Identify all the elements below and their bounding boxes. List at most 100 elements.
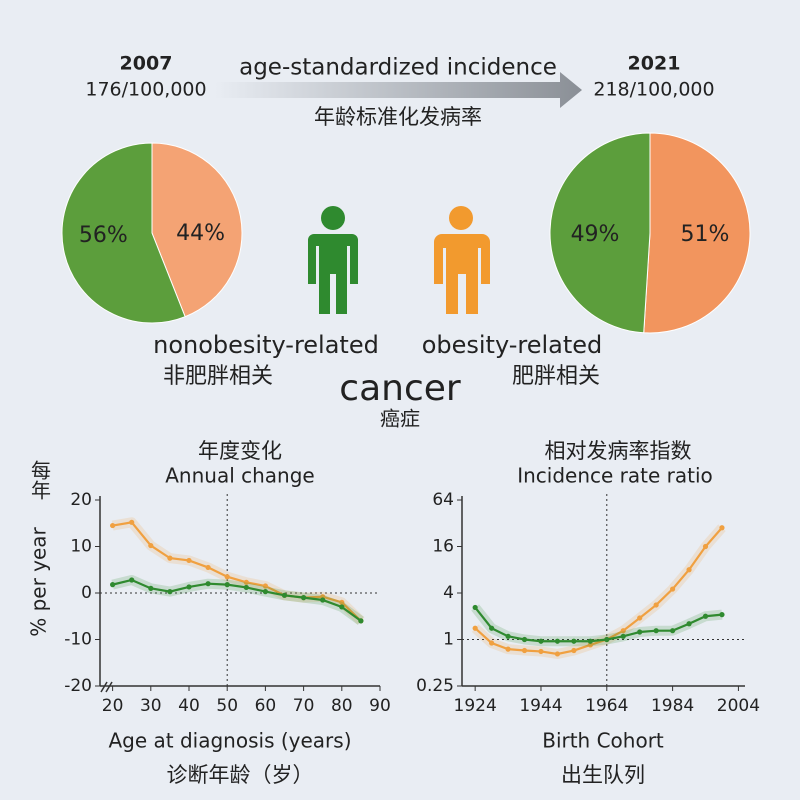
y-label-zh: 每年 — [28, 460, 52, 500]
data-point — [205, 581, 211, 587]
series-glow — [111, 517, 365, 625]
data-point — [489, 625, 495, 631]
y-tick-label: 10 — [70, 537, 92, 557]
data-point — [505, 646, 511, 652]
x-tick-label: 2004 — [717, 696, 760, 716]
y-tick-label: 1 — [443, 630, 454, 650]
x-tick-label: 1924 — [454, 696, 497, 716]
data-point — [243, 584, 249, 591]
data-point — [505, 633, 511, 639]
data-point — [224, 574, 230, 580]
data-point — [719, 612, 725, 618]
y-tick-label: 4 — [443, 583, 454, 603]
y-tick-label: 16 — [432, 537, 454, 557]
data-point — [653, 628, 659, 634]
metric-zh: 年龄标准化发病率 — [314, 105, 482, 129]
center-label-zh: 癌症 — [380, 407, 420, 431]
arrow — [215, 72, 582, 108]
x-tick-label: 40 — [178, 696, 200, 716]
series-line — [474, 606, 723, 643]
data-point — [339, 604, 345, 610]
data-point — [281, 592, 288, 598]
data-point — [653, 602, 659, 608]
data-point — [538, 638, 544, 644]
x-tick-label: 1984 — [651, 696, 694, 716]
data-point — [110, 582, 116, 588]
series-line — [474, 527, 723, 656]
data-point — [129, 519, 135, 525]
data-point — [186, 557, 192, 564]
data-point — [521, 647, 528, 654]
data-point — [670, 628, 676, 634]
year-end: 2021 — [628, 53, 681, 75]
y-tick-label: 64 — [432, 490, 454, 510]
legend-label: obesity-related — [422, 331, 603, 359]
metric: age-standardized incidence — [239, 55, 557, 81]
data-point — [686, 567, 692, 573]
data-point — [320, 597, 326, 603]
data-point — [262, 583, 269, 589]
data-point — [110, 522, 116, 529]
x-label-zh: 诊断年龄（岁） — [167, 763, 314, 787]
data-point — [702, 613, 709, 619]
data-point — [587, 642, 593, 648]
data-point — [358, 618, 364, 624]
data-point — [637, 615, 643, 621]
data-point — [521, 636, 528, 643]
y-tick-label: 0.25 — [416, 676, 454, 696]
data-point — [489, 640, 495, 646]
x-tick-label: 50 — [216, 696, 238, 716]
x-label: Age at diagnosis (years) — [108, 729, 351, 753]
x-tick-label: 1964 — [585, 696, 628, 716]
x-tick-label: 60 — [255, 696, 277, 716]
axis-break — [100, 681, 113, 693]
legend-label-zh: 非肥胖相关 — [163, 364, 273, 389]
data-point — [604, 636, 610, 643]
data-point — [472, 604, 478, 611]
chart-title: 相对发病率指数 — [545, 439, 692, 463]
x-tick-label: 70 — [293, 696, 315, 716]
value-label: 44% — [176, 221, 225, 246]
rate-start: 176/100,000 — [85, 79, 206, 101]
data-point — [301, 595, 307, 601]
data-point — [637, 629, 643, 635]
y-tick-label: -10 — [64, 630, 92, 650]
x-tick-label: 30 — [140, 696, 162, 716]
y-tick-label: -20 — [64, 676, 92, 696]
data-point — [571, 638, 577, 644]
pie-slice — [61, 142, 186, 324]
data-point — [224, 582, 230, 588]
data-point — [339, 599, 345, 605]
data-point — [262, 589, 269, 595]
series-line — [112, 578, 362, 622]
data-point — [167, 589, 173, 595]
data-point — [554, 638, 561, 644]
x-label-zh: 出生队列 — [561, 763, 645, 787]
chart-title: 年度变化 — [198, 439, 282, 463]
value-label: 56% — [79, 223, 128, 248]
pie-slice — [643, 132, 751, 334]
data-point — [129, 577, 135, 583]
x-tick-label: 80 — [331, 696, 353, 716]
rate-end: 218/100,000 — [593, 79, 714, 101]
person-icon — [308, 206, 358, 314]
data-point — [148, 542, 154, 549]
year-start: 2007 — [120, 53, 173, 75]
y-tick-label: 0 — [81, 583, 92, 603]
data-point — [538, 648, 544, 655]
data-point — [148, 585, 154, 591]
y-tick-label: 20 — [70, 490, 92, 510]
pie-slice — [549, 132, 651, 334]
chart-subtitle: Annual change — [165, 464, 314, 488]
data-point — [571, 647, 577, 654]
x-tick-label: 1944 — [519, 696, 562, 716]
series-line — [112, 521, 362, 622]
data-point — [554, 651, 561, 657]
data-point — [205, 564, 211, 571]
chart-subtitle: Incidence rate ratio — [517, 464, 713, 488]
x-tick-label: 20 — [102, 696, 124, 716]
person-icon — [434, 206, 490, 314]
data-point — [587, 638, 593, 644]
value-label: 51% — [681, 222, 730, 247]
